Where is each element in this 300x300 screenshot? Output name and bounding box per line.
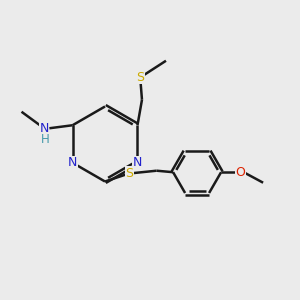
- Text: O: O: [236, 166, 245, 179]
- Text: N: N: [133, 156, 142, 169]
- Text: H: H: [41, 133, 50, 146]
- Text: S: S: [126, 167, 134, 180]
- Text: N: N: [39, 122, 49, 135]
- Text: S: S: [136, 71, 145, 84]
- Text: N: N: [68, 156, 77, 169]
